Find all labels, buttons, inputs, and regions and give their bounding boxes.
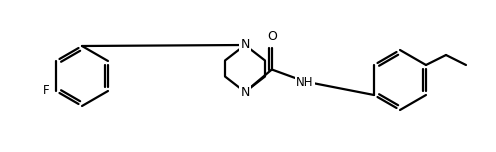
Text: O: O xyxy=(267,29,277,43)
Text: F: F xyxy=(42,83,49,97)
Text: N: N xyxy=(241,38,249,52)
Text: N: N xyxy=(241,38,249,52)
Text: N: N xyxy=(241,85,249,98)
Text: NH: NH xyxy=(296,76,313,89)
Text: NH: NH xyxy=(296,76,313,89)
